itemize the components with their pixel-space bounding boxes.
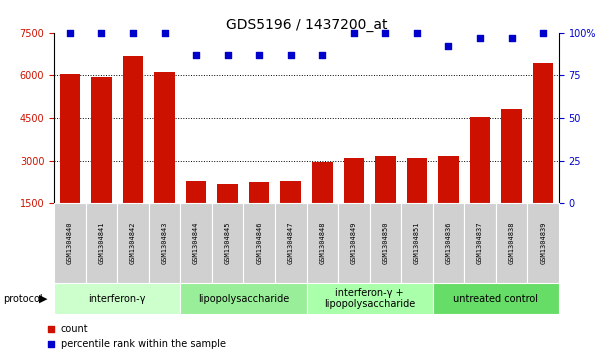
Bar <box>370 203 401 283</box>
Text: GSM1304845: GSM1304845 <box>225 222 231 265</box>
Point <box>319 272 328 277</box>
Bar <box>117 203 149 283</box>
Text: GSM1304846: GSM1304846 <box>256 222 262 265</box>
Text: GSM1304837: GSM1304837 <box>477 222 483 265</box>
Bar <box>407 158 427 203</box>
Text: GSM1304842: GSM1304842 <box>130 222 136 265</box>
Bar <box>218 184 238 203</box>
Bar <box>149 203 180 283</box>
Point <box>349 30 359 36</box>
Bar <box>533 64 554 203</box>
Point <box>160 30 169 36</box>
Point <box>286 52 296 58</box>
Text: GSM1304850: GSM1304850 <box>382 222 388 265</box>
Text: ▶: ▶ <box>39 294 47 303</box>
Text: GSM1304839: GSM1304839 <box>540 222 546 265</box>
Bar <box>212 203 243 283</box>
Point <box>538 30 548 36</box>
Bar <box>496 203 528 283</box>
Text: GSM1304840: GSM1304840 <box>67 222 73 265</box>
Text: GSM1304844: GSM1304844 <box>193 222 199 265</box>
Bar <box>401 203 433 283</box>
Text: interferon-γ +
lipopolysaccharide: interferon-γ + lipopolysaccharide <box>324 288 415 309</box>
Bar <box>275 203 307 283</box>
Text: GSM1304836: GSM1304836 <box>445 222 451 265</box>
Bar <box>180 283 307 314</box>
Point <box>319 138 328 144</box>
Point <box>507 35 516 41</box>
Text: GSM1304848: GSM1304848 <box>319 222 325 265</box>
Point <box>191 52 201 58</box>
Bar <box>154 72 175 203</box>
Bar <box>59 74 80 203</box>
Bar <box>470 117 490 203</box>
Text: interferon-γ: interferon-γ <box>88 294 146 303</box>
Bar <box>433 203 465 283</box>
Text: GSM1304851: GSM1304851 <box>414 222 420 265</box>
Bar <box>281 182 301 203</box>
Bar <box>438 156 459 203</box>
Point <box>380 30 390 36</box>
Bar <box>465 203 496 283</box>
Bar <box>433 283 559 314</box>
Text: GSM1304838: GSM1304838 <box>508 222 514 265</box>
Point <box>254 52 264 58</box>
Bar <box>249 182 269 203</box>
Bar <box>528 203 559 283</box>
Bar <box>85 203 117 283</box>
Text: count: count <box>61 324 88 334</box>
Point <box>444 44 453 49</box>
Text: percentile rank within the sample: percentile rank within the sample <box>61 339 226 349</box>
Bar <box>344 158 364 203</box>
Text: protocol: protocol <box>3 294 43 303</box>
Bar <box>243 203 275 283</box>
Point <box>65 30 75 36</box>
Bar <box>307 283 433 314</box>
Bar <box>312 162 332 203</box>
Title: GDS5196 / 1437200_at: GDS5196 / 1437200_at <box>226 18 387 32</box>
Bar <box>54 203 85 283</box>
Bar <box>186 181 206 203</box>
Bar <box>54 283 180 314</box>
Bar <box>180 203 212 283</box>
Text: GSM1304847: GSM1304847 <box>288 222 294 265</box>
Point <box>475 35 485 41</box>
Bar <box>91 77 112 203</box>
Point <box>317 52 327 58</box>
Text: GSM1304849: GSM1304849 <box>351 222 357 265</box>
Bar <box>123 56 143 203</box>
Text: GSM1304843: GSM1304843 <box>162 222 168 265</box>
Bar <box>338 203 370 283</box>
Point <box>128 30 138 36</box>
Point <box>223 52 233 58</box>
Bar <box>501 109 522 203</box>
Text: untreated control: untreated control <box>453 294 538 303</box>
Bar <box>375 155 395 203</box>
Text: lipopolysaccharide: lipopolysaccharide <box>198 294 289 303</box>
Point <box>97 30 106 36</box>
Text: GSM1304841: GSM1304841 <box>99 222 105 265</box>
Point <box>412 30 422 36</box>
Bar <box>307 203 338 283</box>
